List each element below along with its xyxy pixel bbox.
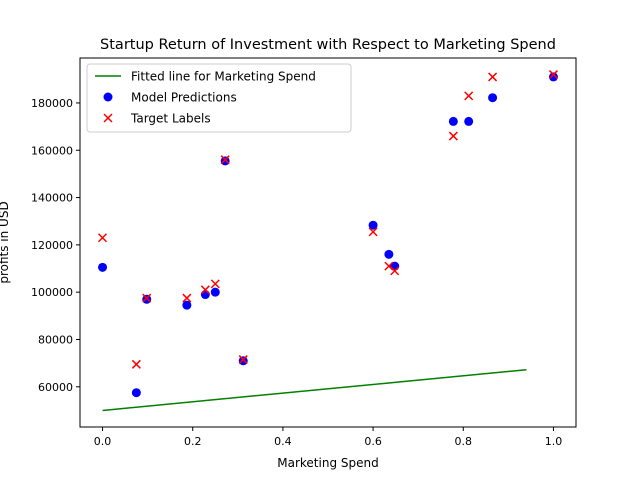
y-tick-label: 140000 (31, 192, 73, 205)
y-tick-label: 160000 (31, 144, 73, 157)
target-point (220, 155, 230, 165)
legend-x-swatch (103, 113, 113, 123)
x-tick-label: 0.6 (364, 435, 382, 448)
x-tick-label: 0.2 (184, 435, 202, 448)
target-point (98, 233, 108, 243)
prediction-point (368, 220, 378, 230)
prediction-point (548, 72, 558, 82)
axis-layer: 0.0 0.2 0.4 0.6 0.8 1.0 60000 80000 100000 120000… (31, 97, 562, 448)
prediction-point (142, 294, 152, 304)
target-point (142, 293, 152, 303)
legend-box (86, 63, 352, 133)
x-tick-label: 1.0 (545, 435, 563, 448)
y-tick-label: 180000 (31, 97, 73, 110)
target-point (384, 261, 394, 271)
y-axis-label: profits in USD (0, 201, 11, 283)
target-point (368, 227, 378, 237)
prediction-point (488, 93, 498, 103)
plot-layer (98, 70, 558, 412)
y-tick-label: 80000 (38, 333, 73, 346)
legend: Fitted line for Marketing Spend Model Pr… (86, 63, 352, 133)
target-point (548, 70, 558, 80)
target-point (448, 131, 458, 141)
legend-label-target-labels: Target Labels (130, 112, 211, 126)
target-point (390, 266, 400, 276)
target-point (182, 293, 192, 303)
legend-circle-swatch (103, 92, 113, 102)
chart-title: Startup Return of Investment with Respec… (100, 37, 556, 53)
x-axis-label: Marketing Spend (277, 456, 378, 470)
y-tick-label: 60000 (38, 381, 73, 394)
x-tick-label: 0.4 (274, 435, 292, 448)
prediction-point (220, 156, 230, 166)
prediction-point (384, 249, 394, 259)
prediction-point (210, 287, 220, 297)
legend-label-model-predictions: Model Predictions (131, 91, 237, 105)
x-tick-label: 0.8 (455, 435, 473, 448)
x-tick-label: 0.0 (94, 435, 112, 448)
target-point (464, 91, 474, 101)
prediction-point (98, 262, 108, 272)
target-point (200, 285, 210, 295)
prediction-point (238, 356, 248, 366)
target-point (238, 355, 248, 365)
prediction-point (182, 300, 192, 310)
fitted-line (102, 369, 527, 412)
y-tick-label: 120000 (31, 239, 73, 252)
target-point (210, 279, 220, 289)
prediction-point (131, 388, 141, 398)
target-point (488, 72, 498, 82)
legend-label-fitted-line: Fitted line for Marketing Spend (131, 70, 316, 84)
prediction-point (464, 116, 474, 126)
plot-frame (79, 57, 577, 428)
prediction-point (200, 290, 210, 300)
target-point (131, 359, 141, 369)
prediction-point (448, 116, 458, 126)
y-tick-label: 100000 (31, 286, 73, 299)
